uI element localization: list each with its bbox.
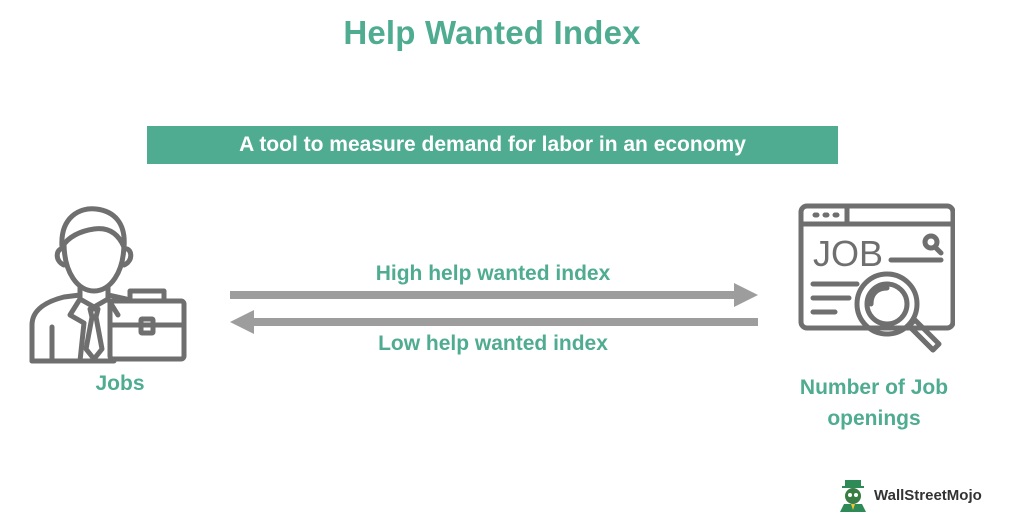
svg-text:JOB: JOB: [813, 233, 883, 274]
high-index-label: High help wanted index: [375, 262, 611, 285]
low-index-label: Low help wanted index: [378, 332, 608, 355]
low-index-arrow: [230, 310, 758, 334]
subtitle-banner: A tool to measure demand for labor in an…: [147, 126, 838, 164]
brand-name: WallStreetMojo: [874, 486, 982, 504]
job-search-window-icon: JOB: [795, 200, 956, 362]
diagram-title: Help Wanted Index: [343, 14, 641, 51]
jobs-label: Jobs: [95, 372, 145, 395]
businessman-briefcase-icon: [22, 203, 192, 365]
wallstreetmojo-logo: [840, 480, 866, 512]
job-openings-label: Number of Job openings: [799, 376, 949, 430]
subtitle-text: A tool to measure demand for labor in an…: [239, 133, 746, 156]
brand-watermark: WallStreetMojo: [836, 478, 982, 512]
high-index-arrow: [230, 283, 758, 307]
